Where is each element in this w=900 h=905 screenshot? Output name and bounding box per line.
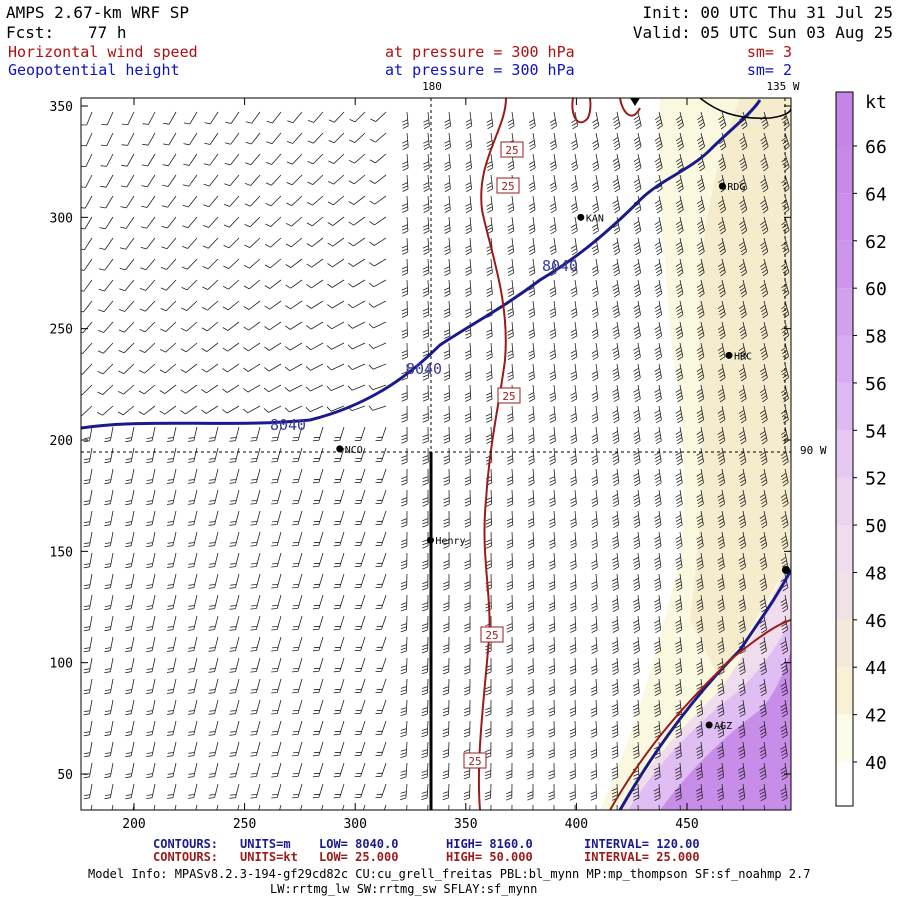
colorbar-tick-label: 50 — [865, 516, 887, 537]
colorbar-tick-label: 54 — [865, 421, 887, 442]
wind-label: 25 — [485, 629, 498, 642]
plot-area: 8040 8040 8040 25 25 25 25 25 RDG KAN HRC N… — [81, 98, 791, 810]
x-tick-label: 250 — [233, 817, 256, 832]
contours-units-height: UNITS=m — [240, 837, 291, 851]
station-label: RDG — [727, 182, 745, 193]
y-tick-label: 50 — [57, 768, 73, 783]
contours-low-wind: LOW= 25.000 — [319, 850, 398, 864]
x-tick-label: 300 — [343, 817, 366, 832]
colorbar-tick-label: 52 — [865, 469, 887, 490]
contours-high-height: HIGH= 8160.0 — [446, 837, 533, 851]
shade-58kt-region — [660, 650, 791, 810]
valid-time: Valid: 05 UTC Sun 03 Aug 25 — [633, 23, 893, 42]
colorbar-unit: kt — [865, 92, 887, 113]
meridian-label-135w: 135 W — [766, 80, 799, 93]
height-contour-labels: 8040 8040 8040 — [270, 257, 578, 434]
x-tick-label: 400 — [565, 817, 588, 832]
station-dot-icon — [426, 536, 434, 544]
field2-level: at pressure = 300 hPa — [385, 61, 575, 79]
station-label: NCO — [345, 445, 363, 456]
station-dot-icon — [577, 213, 585, 221]
contours-units-wind: UNITS=kt — [240, 850, 298, 864]
station-label: HRC — [734, 351, 752, 362]
height-contour-north — [699, 98, 791, 119]
colorbar-tick-label: 62 — [865, 232, 887, 253]
contours-high-wind: HIGH= 50.000 — [446, 850, 533, 864]
meridian-label-90w: 90 W — [800, 444, 827, 457]
init-time: Init: 00 UTC Thu 31 Jul 25 — [643, 3, 893, 22]
colorbar-tick-label: 44 — [865, 658, 887, 679]
station-markers: RDG KAN HRC NCO Henry AGZ — [336, 182, 752, 732]
y-tick-label: 350 — [50, 100, 73, 115]
field1-level: at pressure = 300 hPa — [385, 43, 575, 61]
wind-label: 25 — [502, 390, 515, 403]
colorbar-tick-label: 64 — [865, 184, 887, 205]
wind-contour-25-north2 — [619, 98, 641, 117]
station-dot-icon — [705, 721, 713, 729]
wind-label: 25 — [501, 180, 514, 193]
wind-contour-25-southeast — [609, 619, 791, 810]
station-label: AGZ — [714, 721, 732, 732]
x-tick-label: 350 — [454, 817, 477, 832]
station-label: KAN — [586, 213, 604, 224]
wind-barbs — [81, 111, 790, 810]
wind-label: 25 — [468, 755, 481, 768]
x-axis-ticks: 200 250 300 350 400 450 — [122, 98, 699, 832]
x-tick-label: 450 — [675, 817, 698, 832]
model-info-2: LW:rrtmg_lw SW:rrtmg_sw SFLAY:sf_mynn — [270, 882, 537, 896]
y-tick-label: 150 — [50, 545, 73, 560]
station-dot-icon — [725, 351, 733, 359]
colorbar-tick-label: 58 — [865, 327, 887, 348]
contours-interval-height: INTERVAL= 120.00 — [584, 837, 700, 851]
colorbar-tick-label: 48 — [865, 563, 887, 584]
model-info: Model Info: MPASv8.2.3-194-gf29cd82c CU:… — [88, 867, 810, 881]
height-label: 8040 — [406, 360, 442, 378]
colorbar-tick-label: 66 — [865, 137, 887, 158]
contours-label-wind: CONTOURS: — [153, 850, 218, 864]
x-tick-label: 200 — [122, 817, 145, 832]
edge-marker-icon — [782, 566, 790, 574]
plot-frame — [80, 97, 792, 811]
station-label: Henry — [435, 536, 465, 547]
wind-contour-labels: 25 25 25 25 25 — [463, 141, 524, 769]
y-tick-label: 200 — [50, 434, 73, 449]
height-contour-8040 — [81, 99, 762, 430]
station-dot-icon — [718, 182, 726, 190]
station-dot-icon — [336, 445, 344, 453]
north-marker-icon — [630, 98, 640, 106]
field2-name: Geopotential height — [8, 61, 180, 79]
forecast-label: Fcst: — [6, 23, 54, 42]
field1-name: Horizontal wind speed — [8, 43, 198, 61]
footer: CONTOURS: UNITS=m LOW= 8040.0 HIGH= 8160… — [88, 837, 810, 896]
height-label: 8040 — [542, 257, 578, 275]
colorbar-tick-label: 42 — [865, 706, 887, 727]
model-title: AMPS 2.67-km WRF SP — [6, 3, 189, 22]
wind-contour-25-north — [571, 98, 592, 124]
y-tick-label: 250 — [50, 323, 73, 338]
contours-label-height: CONTOURS: — [153, 837, 218, 851]
wind-contour-25-main — [477, 98, 507, 810]
field1-smooth: sm= 3 — [747, 43, 792, 61]
wind-label: 25 — [505, 144, 518, 157]
colorbar-tick-label: 40 — [865, 753, 887, 774]
y-tick-label: 100 — [50, 657, 73, 672]
meridian-label-180: 180 — [422, 80, 442, 93]
contours-low-height: LOW= 8040.0 — [319, 837, 398, 851]
forecast-hours: 77 h — [88, 23, 127, 42]
colorbar-tick-label: 46 — [865, 611, 887, 632]
colorbar-tick-label: 56 — [865, 374, 887, 395]
colorbar: kt 66 64 62 60 58 56 54 52 50 48 46 44 42 40 — [835, 91, 887, 807]
colorbar-tick-label: 60 — [865, 279, 887, 300]
contours-interval-wind: INTERVAL= 25.000 — [584, 850, 700, 864]
y-axis-ticks: 350 300 250 200 150 100 50 — [50, 100, 791, 783]
height-label: 8040 — [270, 416, 306, 434]
y-tick-label: 300 — [50, 211, 73, 226]
field2-smooth: sm= 2 — [747, 61, 792, 79]
